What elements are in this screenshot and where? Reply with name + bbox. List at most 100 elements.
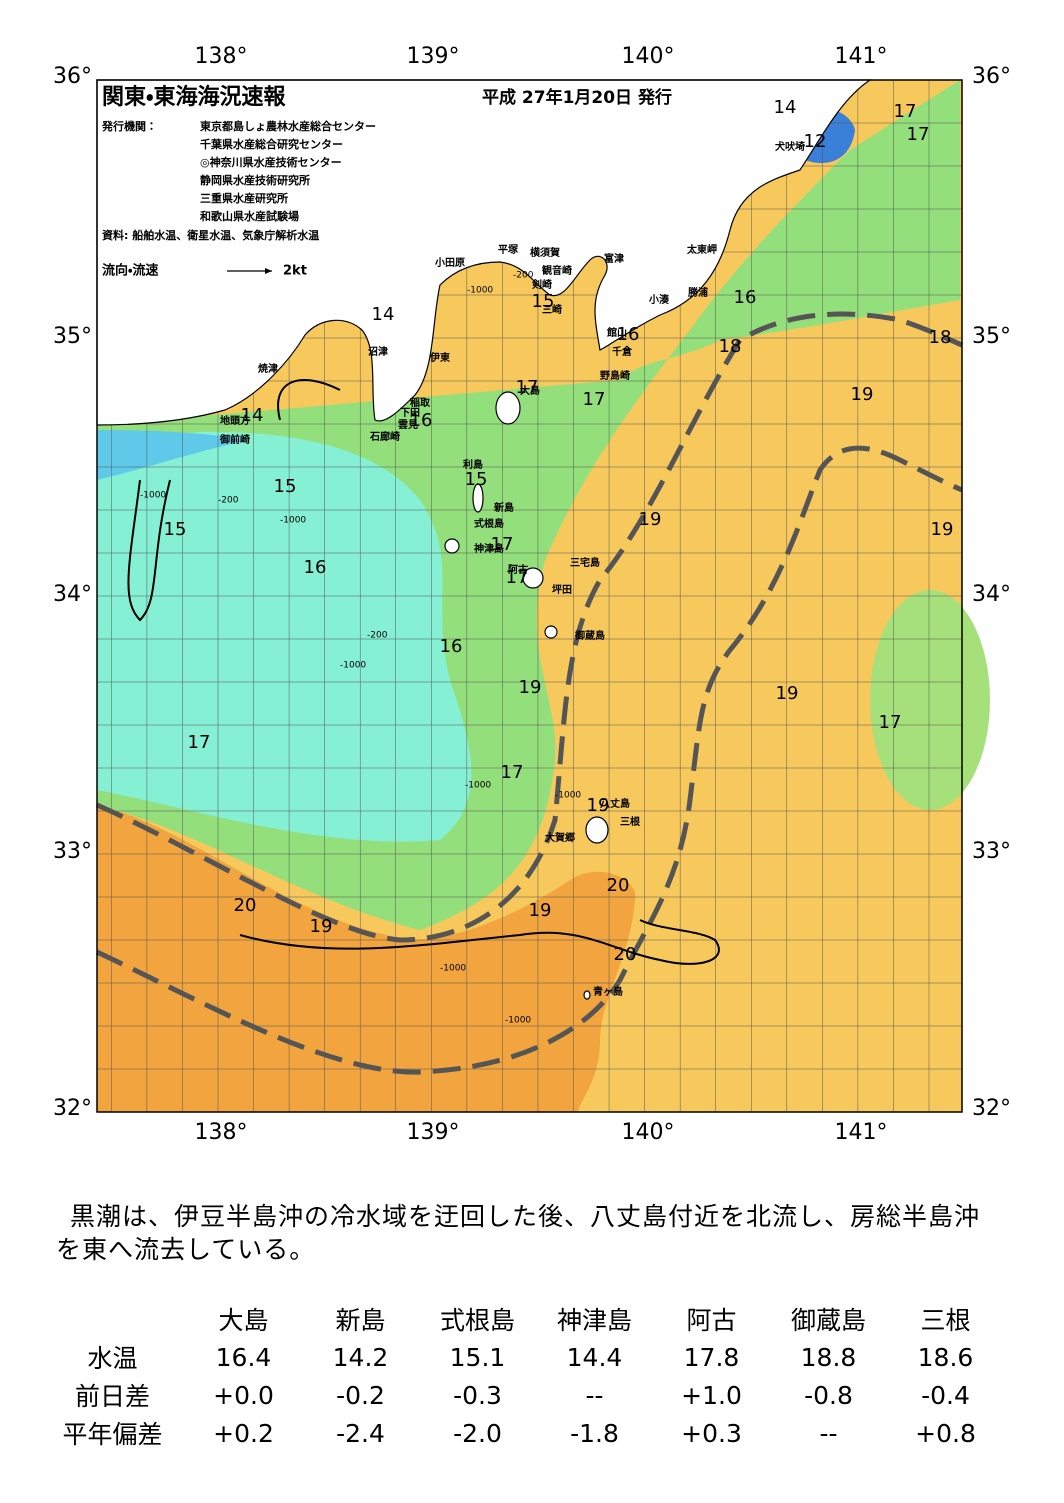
place-name: 犬吠埼 [775, 140, 805, 153]
lon-label-bottom: 138° [195, 1120, 248, 1145]
sea-kuroshio-core [97, 805, 636, 1112]
islands [444, 391, 609, 1000]
place-name: 千倉 [612, 345, 633, 358]
depth-label: -1000 [505, 1016, 531, 1026]
corner [40, 1300, 185, 1338]
isotherm-label: 12 [804, 131, 827, 152]
lat-label-left: 36° [53, 64, 92, 89]
issuer: 和歌山県水産試験場 [200, 209, 299, 223]
column-header: 新島 [335, 1306, 386, 1335]
island [522, 567, 544, 589]
cell: -1.8 [570, 1418, 619, 1448]
flow-scale: 2kt [283, 264, 307, 279]
place-name: 利島 [463, 458, 483, 471]
flow-label: 流向・流速 [102, 263, 158, 279]
isotherm-label: 17 [501, 762, 524, 783]
isotherm-label: 17 [506, 567, 529, 588]
place-name: 新島 [493, 501, 514, 514]
lat-label-left: 33° [53, 839, 92, 864]
cell: +0.2 [213, 1418, 274, 1448]
depth-label: -1000 [555, 791, 581, 801]
summary: 黒潮は、伊豆半島沖の冷水域を迂回した後、八丈島付近を北流し、房総半島沖を東へ流去… [56, 1202, 981, 1264]
map-header: 関東・東海海況速報 平成 27年1月20日 発行 発行機関： 資料: 船舶水温、… [101, 84, 672, 279]
row-label: 平年偏差 [62, 1420, 163, 1449]
place-name: 地頭方 [220, 414, 250, 427]
isotherm-label: 16 [410, 410, 433, 431]
cell: -0.2 [336, 1380, 385, 1410]
cell: 16.4 [215, 1342, 272, 1372]
cell: +0.8 [915, 1418, 976, 1448]
isotherm-label: 16 [617, 324, 640, 345]
lon-label-bottom: 139° [407, 1120, 460, 1145]
cell: -0.4 [921, 1380, 970, 1410]
isotherm-label: 17 [516, 377, 539, 398]
land [96, 79, 872, 426]
cell: -0.3 [453, 1380, 502, 1410]
isotherm-label: 20 [607, 875, 630, 896]
table-row: 水温 16.4 14.2 15.1 14.4 17.8 18.8 18.6 [40, 1338, 1004, 1376]
island [472, 483, 484, 513]
isotherm-label: 19 [851, 384, 874, 405]
isotherm-label: 15 [532, 291, 555, 312]
place-name: 下田 [400, 407, 420, 419]
lat-label-right: 36° [972, 64, 1011, 89]
isotherm-label: 19 [310, 916, 333, 937]
place-name: 館山 [606, 326, 627, 339]
isotherm-label: 14 [241, 405, 264, 426]
cell: -2.0 [453, 1418, 502, 1448]
isotherm [277, 379, 341, 421]
lon-label-top: 138° [195, 44, 248, 69]
issuer: 三重県水産研究所 [200, 191, 288, 205]
place-name: 太東岬 [686, 243, 717, 256]
cell: 18.6 [917, 1342, 974, 1372]
cell: 15.1 [449, 1342, 506, 1372]
place-name: 焼津 [258, 362, 278, 375]
issuer: 千葉県水産総合研究センター [200, 137, 343, 151]
cell: 14.2 [332, 1342, 389, 1372]
isotherm-label: 16 [440, 636, 463, 657]
place-name: 三崎 [542, 303, 562, 316]
place-name: 青ヶ島 [593, 985, 623, 998]
cell: -- [819, 1418, 838, 1448]
place-name: 沼津 [368, 345, 388, 358]
isotherm-label: 15 [164, 519, 187, 540]
column-header: 阿古 [686, 1306, 737, 1335]
depth-label: -1000 [467, 286, 493, 296]
place-name: 勝浦 [688, 286, 708, 299]
place-name: 石廊崎 [369, 430, 400, 443]
issue-date: 平成 27年1月20日 発行 [482, 87, 672, 108]
depth-label: -1000 [465, 781, 491, 791]
isotherm-label: 18 [929, 327, 952, 348]
cell: 18.8 [800, 1342, 857, 1372]
lat-label-left: 34° [53, 582, 92, 607]
title: 関東・東海海況速報 [102, 84, 286, 110]
depth-label: -1000 [340, 661, 366, 671]
sea-cold [97, 431, 472, 842]
map-frame [96, 79, 963, 1113]
kuroshio-inner [95, 311, 963, 943]
isotherm-label: 19 [931, 519, 954, 540]
column-header: 大島 [218, 1306, 269, 1335]
isotherm [127, 479, 171, 622]
place-name: 稲取 [410, 396, 431, 409]
kuroshio-axis [95, 311, 963, 1075]
island [583, 990, 591, 1000]
isotherm-label: 14 [774, 97, 797, 118]
lat-label-left: 32° [53, 1096, 92, 1121]
isotherm-label: 15 [465, 469, 488, 490]
lat-label-right: 34° [972, 582, 1011, 607]
isotherm-label: 17 [491, 534, 514, 555]
place-name: 式根島 [474, 517, 504, 530]
island [585, 816, 609, 844]
isotherm-label: 17 [879, 712, 902, 733]
cell: 14.4 [566, 1342, 623, 1372]
lat-label-right: 32° [972, 1096, 1011, 1121]
depth-label: -200 [367, 631, 388, 641]
cell: +0.0 [213, 1380, 274, 1410]
cell: -- [585, 1380, 604, 1410]
lon-label-top: 139° [407, 44, 460, 69]
place-name: 富津 [604, 252, 624, 265]
column-header: 神津島 [556, 1306, 632, 1335]
header-row: 大島 新島 式根島 神津島 阿古 御蔵島 三根 [40, 1300, 1004, 1338]
